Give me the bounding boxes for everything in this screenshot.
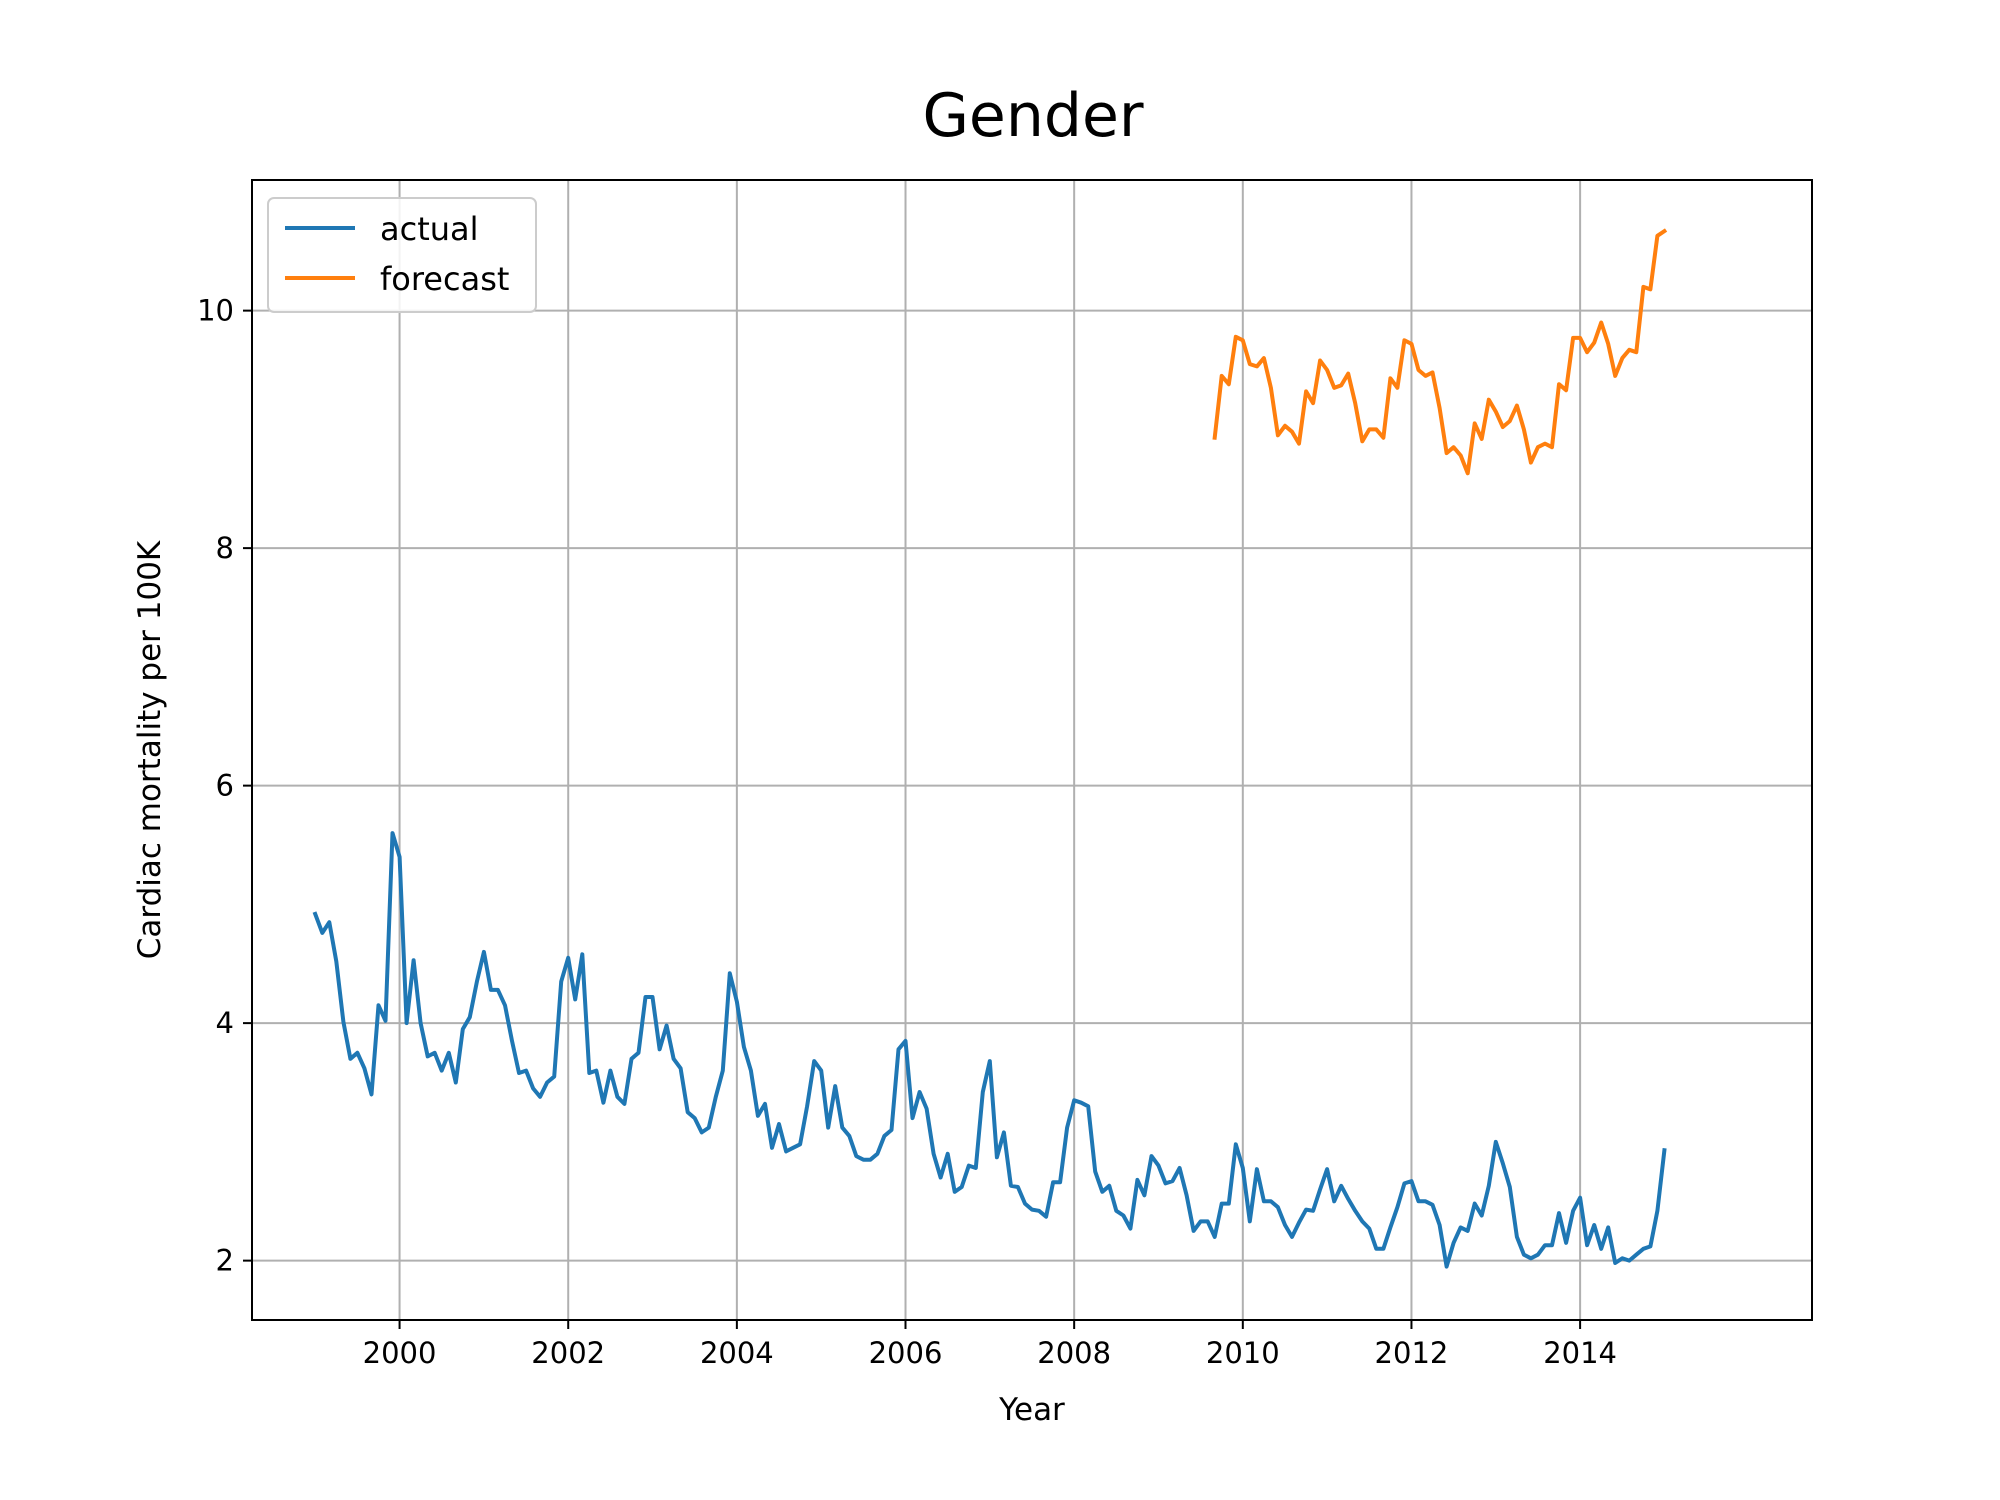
x-tick-label: 2002: [531, 1336, 605, 1370]
x-tick-label: 2008: [1037, 1336, 1111, 1370]
series-line-forecast: [1212, 228, 1668, 476]
x-tick-label: 2006: [869, 1336, 943, 1370]
chart-title: Gender: [922, 81, 1143, 151]
axis-ticks: 2000 2002 2004 2006 2008 2010 2012 2014 2 4 6 8 10: [197, 294, 1617, 1370]
x-tick-label: 2010: [1206, 1336, 1280, 1370]
y-axis-label: Cardiac mortality per 100K: [132, 540, 168, 959]
y-tick-label: 8: [216, 531, 234, 565]
x-tick-label: 2004: [700, 1336, 774, 1370]
series-line-actual: [312, 831, 1667, 1269]
y-tick-label: 6: [216, 769, 234, 803]
plot-lines: [312, 228, 1668, 1269]
y-tick-label: 10: [197, 294, 234, 328]
y-tick-label: 2: [216, 1244, 234, 1278]
legend-label-actual: actual: [380, 210, 479, 248]
x-axis-label: Year: [998, 1392, 1065, 1428]
x-tick-label: 2014: [1543, 1336, 1617, 1370]
grid: [252, 180, 1812, 1320]
legend-label-forecast: forecast: [380, 260, 509, 298]
x-tick-label: 2012: [1375, 1336, 1449, 1370]
legend: actual forecast: [267, 197, 537, 313]
x-tick-label: 2000: [363, 1336, 437, 1370]
plot-frame: [251, 179, 1813, 1321]
y-tick-label: 4: [216, 1006, 234, 1040]
